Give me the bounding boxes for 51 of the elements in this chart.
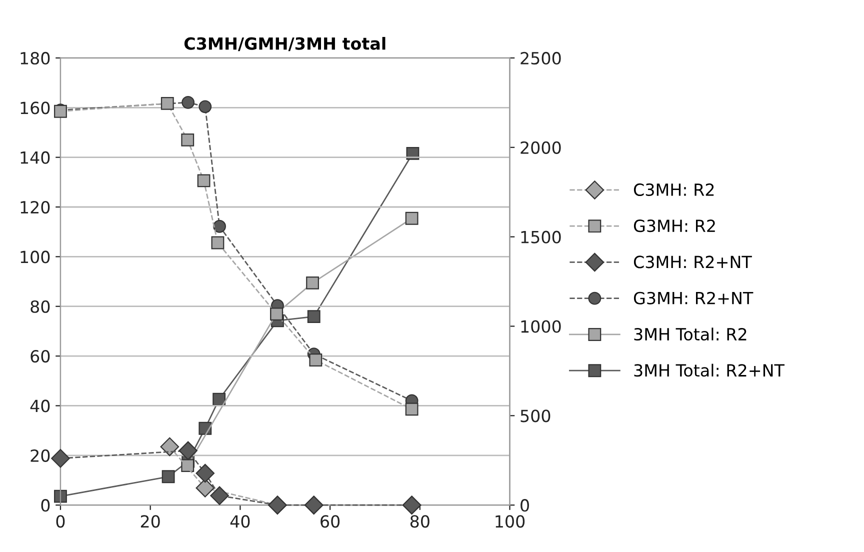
legend-label: G3MH: R2 — [634, 220, 715, 232]
legend-label: 3MH Total: R2 — [634, 328, 746, 341]
x-tick-label: 100 — [496, 515, 525, 528]
point — [160, 96, 174, 110]
point — [213, 220, 226, 233]
point — [307, 310, 320, 324]
y-tick-label: 160 — [20, 102, 50, 114]
y2-tick-label: 2500 — [520, 52, 561, 65]
y-tick-label: 80 — [30, 300, 50, 313]
x-tick-label: 20 — [140, 515, 160, 528]
y-tick-label: 100 — [20, 250, 50, 264]
y2-tick-label: 2000 — [520, 141, 561, 154]
legend-label: 3MH Total: R2+NT — [634, 364, 785, 377]
x-tick-label: 40 — [230, 515, 250, 528]
legend-label: C3MH: R2 — [634, 183, 714, 196]
point — [197, 174, 210, 188]
point — [198, 100, 212, 114]
y2-tick-label: 500 — [520, 410, 550, 422]
y2-tick-label: 1000 — [521, 320, 561, 333]
y2-tick-label: 0 — [520, 499, 529, 512]
point — [405, 212, 418, 225]
point — [181, 133, 194, 146]
legend-label: C3MH: R2+NT — [634, 256, 752, 268]
chart-title: C3MH/GMH/3MH total — [184, 36, 386, 52]
point — [405, 402, 418, 416]
point — [182, 96, 195, 109]
point — [178, 441, 198, 460]
y-tick-label: 40 — [30, 400, 50, 412]
point — [210, 486, 229, 506]
y-tick-label: 120 — [20, 200, 50, 214]
y-tick-label: 60 — [30, 350, 50, 363]
x-tick-label: 80 — [410, 515, 430, 528]
point — [212, 392, 226, 406]
point — [54, 490, 67, 503]
y2-tick-label: 1500 — [521, 230, 561, 244]
point — [196, 478, 215, 498]
point — [306, 276, 319, 290]
point — [211, 236, 224, 250]
point — [160, 437, 180, 456]
x-tick-label: 60 — [320, 515, 340, 528]
legend-label: G3MH: R2+NT — [634, 292, 754, 304]
x-tick-label: 0 — [56, 515, 65, 528]
point — [51, 448, 70, 468]
y-tick-label: 0 — [41, 499, 50, 512]
point — [162, 470, 175, 484]
y-tick-label: 20 — [30, 449, 50, 462]
y-tick-label: 140 — [20, 151, 50, 164]
point — [181, 459, 194, 472]
point — [196, 464, 215, 483]
point — [309, 354, 322, 366]
y-tick-label: 180 — [20, 52, 50, 65]
